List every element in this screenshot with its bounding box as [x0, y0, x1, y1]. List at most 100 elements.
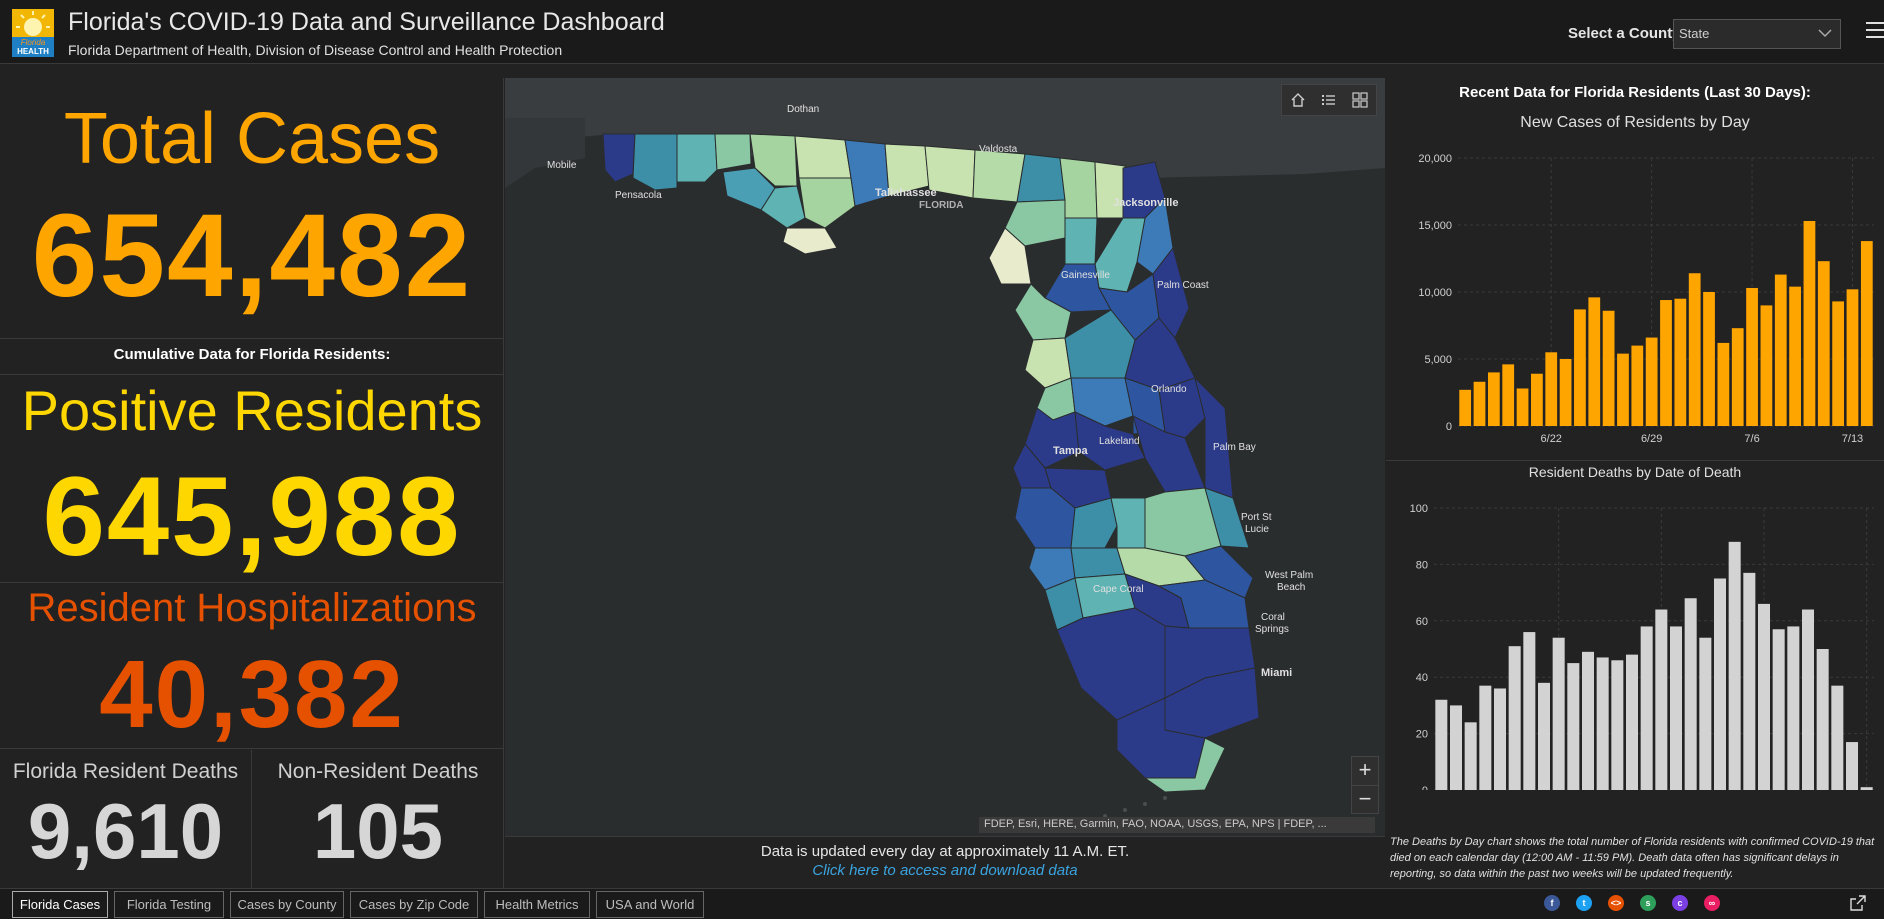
bar[interactable] — [1655, 609, 1668, 790]
bar[interactable] — [1816, 649, 1829, 790]
tab-usa-and-world[interactable]: USA and World — [596, 891, 704, 918]
bar[interactable] — [1559, 359, 1572, 426]
bar[interactable] — [1493, 688, 1507, 790]
tab-florida-testing[interactable]: Florida Testing — [114, 891, 224, 918]
download-data-link[interactable]: Click here to access and download data — [812, 862, 1078, 879]
bar[interactable] — [1728, 541, 1741, 790]
bar[interactable] — [1588, 297, 1601, 426]
tab-florida-cases[interactable]: Florida Cases — [12, 891, 108, 918]
bar[interactable] — [1567, 663, 1580, 790]
bar[interactable] — [1487, 372, 1500, 426]
bar[interactable] — [1581, 651, 1595, 790]
bar[interactable] — [1631, 345, 1644, 426]
code-icon[interactable]: <> — [1608, 895, 1624, 911]
share-icon[interactable]: s — [1640, 895, 1656, 911]
bar[interactable] — [1860, 787, 1873, 790]
link-icon[interactable]: ∞ — [1704, 895, 1720, 911]
bar[interactable] — [1545, 352, 1558, 426]
map-label: Cape Coral — [1093, 584, 1144, 595]
bar[interactable] — [1640, 626, 1653, 790]
bar[interactable] — [1596, 657, 1609, 790]
bar[interactable] — [1537, 682, 1551, 790]
bar[interactable] — [1731, 328, 1744, 426]
menu-icon[interactable] — [1866, 22, 1884, 42]
bar[interactable] — [1746, 287, 1758, 426]
bar[interactable] — [1459, 389, 1472, 426]
bar[interactable] — [1552, 637, 1565, 790]
twitter-icon[interactable]: t — [1576, 895, 1592, 911]
county-map[interactable]: Dothan Mobile Valdosta Pensacola Tallaha… — [505, 78, 1385, 836]
bar[interactable] — [1713, 578, 1727, 791]
positive-residents-value: 645,988 — [42, 454, 462, 579]
map-label: Jacksonville — [1113, 197, 1178, 209]
divider — [0, 338, 504, 339]
bar[interactable] — [1473, 381, 1486, 426]
resident-deaths-card: Florida Resident Deaths 9,610 — [0, 750, 252, 888]
county-select[interactable]: State — [1673, 19, 1841, 49]
florida-map[interactable]: Dothan Mobile Valdosta Pensacola Tallaha… — [505, 78, 1385, 836]
bar[interactable] — [1801, 609, 1815, 790]
bar[interactable] — [1846, 289, 1859, 426]
total-cases-value: 654,482 — [31, 190, 473, 322]
update-note: Data is updated every day at approximate… — [505, 836, 1385, 888]
bar[interactable] — [1832, 301, 1845, 426]
cumulative-label: Cumulative Data for Florida Residents: — [113, 346, 391, 363]
bar[interactable] — [1757, 603, 1771, 790]
bar[interactable] — [1617, 353, 1629, 426]
zoom-in-button[interactable]: + — [1358, 757, 1372, 782]
county-shapes[interactable] — [602, 133, 1260, 793]
map-label: West Palm — [1265, 570, 1313, 581]
bar[interactable] — [1772, 629, 1785, 790]
bar[interactable] — [1703, 292, 1715, 426]
tab-health-metrics[interactable]: Health Metrics — [484, 891, 590, 918]
tab-bar: Florida Cases Florida Testing Cases by C… — [0, 888, 1884, 919]
new-cases-chart[interactable]: 0 5,000 10,000 15,000 20,000 6/22 6/29 7/6 7/13 — [1386, 140, 1884, 456]
bar[interactable] — [1817, 261, 1830, 426]
bar[interactable] — [1464, 722, 1477, 790]
tab-cases-by-zip-code[interactable]: Cases by Zip Code — [350, 891, 478, 918]
bar[interactable] — [1660, 300, 1672, 426]
bar[interactable] — [1674, 298, 1687, 426]
bar[interactable] — [1684, 598, 1697, 790]
legend-icon[interactable] — [1318, 89, 1340, 111]
bar[interactable] — [1789, 286, 1801, 426]
bar[interactable] — [1479, 685, 1492, 790]
bar[interactable] — [1717, 342, 1730, 426]
bar[interactable] — [1787, 626, 1800, 790]
bar[interactable] — [1625, 654, 1639, 790]
bar[interactable] — [1574, 309, 1586, 426]
bar[interactable] — [1645, 337, 1658, 426]
deaths-chart-title: Resident Deaths by Date of Death — [1528, 464, 1742, 480]
bar[interactable] — [1699, 637, 1712, 790]
bar[interactable] — [1449, 705, 1463, 790]
bar[interactable] — [1774, 274, 1787, 426]
bar[interactable] — [1502, 364, 1515, 426]
map-label: Beach — [1277, 582, 1305, 593]
tab-cases-by-county[interactable]: Cases by County — [230, 891, 344, 918]
bar[interactable] — [1831, 685, 1844, 790]
home-icon[interactable] — [1287, 89, 1309, 111]
bar[interactable] — [1508, 646, 1521, 790]
map-label: Tallahassee — [875, 187, 937, 199]
bar[interactable] — [1803, 220, 1816, 426]
external-link-icon[interactable] — [1850, 895, 1866, 911]
bar[interactable] — [1760, 305, 1773, 426]
deaths-chart[interactable]: 0204060801006/226/297/67/13 — [1386, 490, 1884, 790]
bar[interactable] — [1516, 388, 1529, 426]
facebook-icon[interactable]: f — [1544, 895, 1560, 911]
bar[interactable] — [1845, 742, 1859, 790]
map-attribution[interactable]: FDEP, Esri, HERE, Garmin, FAO, NOAA, USG… — [979, 817, 1375, 833]
bar[interactable] — [1611, 660, 1624, 790]
basemap-icon[interactable] — [1349, 89, 1371, 111]
bar[interactable] — [1602, 310, 1615, 426]
social-links: f t <> s c ∞ — [1544, 895, 1736, 915]
bar[interactable] — [1523, 632, 1536, 790]
bar[interactable] — [1860, 241, 1873, 426]
chat-icon[interactable]: c — [1672, 895, 1688, 911]
bar[interactable] — [1531, 373, 1543, 426]
bar[interactable] — [1669, 626, 1683, 790]
bar[interactable] — [1435, 699, 1448, 790]
bar[interactable] — [1743, 572, 1756, 790]
zoom-out-button[interactable]: − — [1352, 785, 1378, 813]
bar[interactable] — [1688, 273, 1701, 426]
